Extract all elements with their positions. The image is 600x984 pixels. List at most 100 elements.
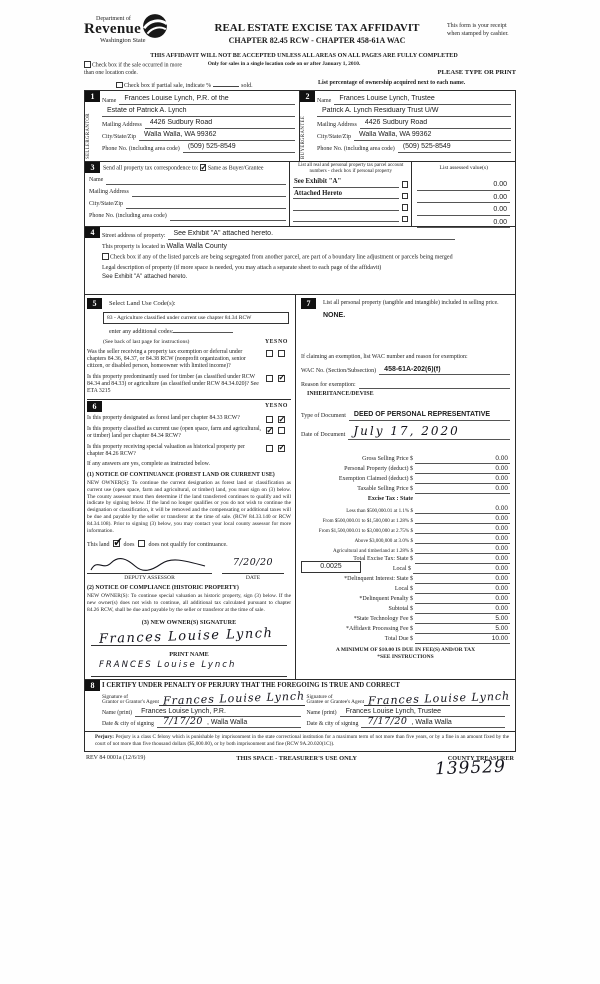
buyer-name-label: Name xyxy=(317,97,332,104)
additional-codes-blank xyxy=(173,326,234,333)
parcel-row: See Exhibit "A" xyxy=(293,176,409,188)
buyer-name-line2: Patrick A. Lynch Residuary Trust U/W xyxy=(317,107,511,117)
grantee-signature: Frances Louise Lynch xyxy=(367,689,511,708)
new-owner-signature-label: (3) NEW OWNER(S) SIGNATURE xyxy=(141,619,237,627)
buyer-section: 2 BUYER GRANTEE Name Frances Louise Lynch… xyxy=(300,91,515,161)
s5-q1-yes-checkbox xyxy=(266,349,273,357)
seller-name-label: Name xyxy=(102,97,117,104)
seller-section: 1 SELLER GRANTOR Name Frances Louise Lync… xyxy=(85,91,300,161)
treasurer-space-label: THIS SPACE - TREASURER'S USE ONLY xyxy=(236,755,357,763)
parcel-checkbox xyxy=(401,215,409,222)
grantee-date: 7/17/20 xyxy=(367,715,408,727)
s5-question-1: Was the seller receiving a property tax … xyxy=(87,348,246,370)
grantee-signing-block: Signature of Grantee or Grantee's Agent F… xyxy=(306,689,511,729)
same-as-buyer-label: Same as Buyer/Grantee xyxy=(207,165,264,172)
doc-type-label: Type of Document xyxy=(301,413,346,420)
s6-question-3: Is this property receiving special valua… xyxy=(87,443,245,457)
tax-row: Personal Property (deduct) $0.00 xyxy=(344,464,510,474)
print-name-label: PRINT NAME xyxy=(169,650,209,658)
dor-logo: Department of Revenue Washington State xyxy=(84,14,194,44)
s6-q1-no-checkbox xyxy=(278,415,285,424)
grantor-date: 7/17/20 xyxy=(162,715,203,727)
parcel-numbers-header: List all real and personal property tax … xyxy=(298,163,404,174)
deputy-assessor-signature xyxy=(87,557,212,575)
notice-compliance-body: NEW OWNER(S): To continue special valuat… xyxy=(87,593,291,614)
parcel-checkbox xyxy=(401,192,409,199)
seller-name-line1: Frances Louise Lynch, P.R. of the xyxy=(119,95,295,105)
excise-header-row: Excise Tax : State xyxy=(367,496,413,503)
multi-location-row: Check box if the sale occurred in more t… xyxy=(84,61,192,77)
multi-location-label: Check box if the sale occurred in more t… xyxy=(84,62,182,76)
section-4: 4 Street address of property: See Exhibit… xyxy=(85,227,515,295)
signature-scribble-icon xyxy=(90,558,206,571)
same-as-buyer-checkbox xyxy=(199,163,207,172)
section-5: 5 Select Land Use Code(s): 83 - Agricult… xyxy=(87,298,291,395)
section-3: 3 Send all property tax correspondence t… xyxy=(85,162,515,228)
does-not-qualify-checkbox xyxy=(138,539,145,547)
form-footer: REV 84 0001a (12/6/19) THIS SPACE - TREA… xyxy=(84,755,516,763)
correspondence-name xyxy=(106,183,287,185)
tax-row: *Delinquent Penalty $0.00 xyxy=(359,594,510,604)
buyer-phone-label: Phone No. (including area code) xyxy=(317,145,395,152)
land-use-code-box: 83 - Agriculture classified under curren… xyxy=(103,312,289,324)
s6-question-1: Is this property designated as forest la… xyxy=(87,415,240,422)
see-back-note: (See back of last page for instructions) xyxy=(103,339,190,346)
personal-property-label: List all personal property (tangible and… xyxy=(323,300,499,307)
section-6: 6 YESNO Is this property designated as f… xyxy=(87,399,291,678)
exemption-note: If claiming an exemption, list WAC numbe… xyxy=(301,354,468,361)
form-chapter: CHAPTER 82.45 RCW - CHAPTER 458-61A WAC xyxy=(228,36,406,46)
parcel-row xyxy=(293,199,409,211)
parcel-row xyxy=(293,211,409,222)
form-header: Department of Revenue Washington State R… xyxy=(84,14,516,90)
buyer-mailing-label: Mailing Address xyxy=(317,121,357,128)
buyer-csz-label: City/State/Zip xyxy=(317,133,351,140)
buyer-phone-value: (509) 525-8549 xyxy=(397,143,511,153)
doc-date-value: July 17, 2020 xyxy=(353,423,460,438)
deputy-date-value: 7/20/20 xyxy=(232,557,274,569)
seller-mailing-label: Mailing Address xyxy=(102,121,142,128)
tax-row: Agricultural and timberland at 1.28% $0.… xyxy=(332,544,510,554)
section-8-number: 8 xyxy=(85,680,100,692)
buyer-csz-value: Walla Walla, WA 99362 xyxy=(354,131,511,141)
section-5-number: 5 xyxy=(87,298,102,309)
logo-dept-line: Department of xyxy=(96,16,131,22)
receipt-note: This form is your receipt when stamped b… xyxy=(447,23,509,37)
wac-label: WAC No. (Section/Subsection) xyxy=(301,368,377,375)
perjury-note: Perjury: Perjury is a class C felony whi… xyxy=(95,734,509,748)
county-treasurer-label: COUNTY TREASURER xyxy=(447,755,514,763)
grantee-city: , Walla Walla xyxy=(411,718,452,726)
parcel-checkbox xyxy=(401,204,409,211)
continuance-qualify-row: This land does does not qualify for cont… xyxy=(87,535,291,549)
local-rate-box: 0.0025 xyxy=(301,560,361,573)
street-address-value: See Exhibit "A" attached hereto. xyxy=(168,230,456,240)
seller-side-label: SELLER GRANTOR xyxy=(86,113,91,159)
section-3-number: 3 xyxy=(85,162,100,173)
tax-row: Exemption Claimed (deduct) $0.00 xyxy=(338,474,510,484)
minimum-due-note: A MINIMUM OF $10.00 IS DUE IN FEE(S) AND… xyxy=(335,646,476,653)
rev-number: REV 84 0001a (12/6/19) xyxy=(86,755,146,762)
seller-phone-label: Phone No. (including area code) xyxy=(102,145,180,152)
multi-location-checkbox xyxy=(84,61,91,68)
s5-q2-no-checkbox xyxy=(278,373,285,383)
doc-type-value: DEED OF PERSONAL REPRESENTATIVE xyxy=(348,411,510,421)
treasurer-stamp-number: 139529 xyxy=(434,756,507,780)
assessed-value: 0.00 xyxy=(417,191,510,203)
personal-property-value: NONE. xyxy=(323,312,346,319)
tax-row: From $500,000.01 to $1,500,000 at 1.28% … xyxy=(322,514,510,524)
notice-compliance-title: (2) NOTICE OF COMPLIANCE (HISTORIC PROPE… xyxy=(87,585,239,592)
tax-row: Less than $500,000.01 at 1.1% $0.00 xyxy=(346,504,510,514)
s6-q2-no-checkbox xyxy=(278,427,285,435)
street-address-label: Street address of property: xyxy=(102,232,166,239)
tax-row: Gross Selling Price $0.00 xyxy=(362,454,510,464)
section-1-number: 1 xyxy=(85,91,100,102)
s5-q2-yes-checkbox xyxy=(266,374,273,382)
tax-row: Taxable Selling Price $0.00 xyxy=(357,484,510,494)
tax-row: Subtotal $0.00 xyxy=(388,604,510,614)
segregated-checkbox xyxy=(102,253,109,260)
ownership-note: List percentage of ownership acquired ne… xyxy=(318,80,466,86)
segregated-label: Check box if any of the listed parcels a… xyxy=(110,254,453,261)
grantor-city: , Walla Walla xyxy=(206,718,248,726)
reason-blank xyxy=(358,388,510,390)
assessed-values-header: List assessed value(s) xyxy=(439,165,488,171)
